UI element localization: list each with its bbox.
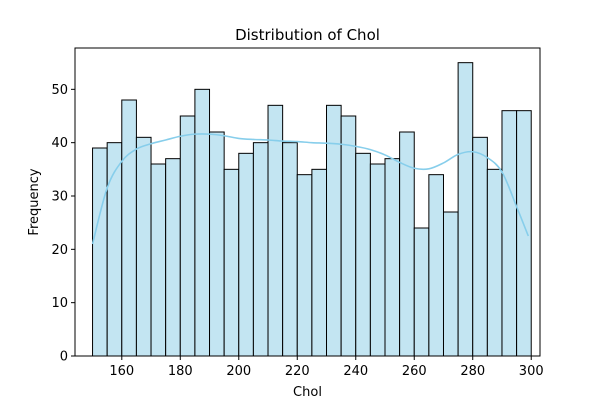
x-axis: 160 180 200 220 240 260 280 300	[109, 356, 544, 379]
x-tick-label: 180	[168, 364, 193, 379]
x-tick-label: 160	[109, 364, 134, 379]
histogram-bar	[369, 163, 386, 357]
plot-frame	[74, 47, 541, 357]
y-tick-label: 30	[51, 190, 68, 205]
histogram-bar	[92, 147, 108, 357]
y-tick-label: 40	[51, 136, 68, 151]
x-tick-label: 200	[226, 364, 251, 379]
x-tick-label: 300	[519, 364, 544, 379]
histogram-bar	[384, 158, 401, 357]
histogram-bar	[223, 168, 240, 357]
histogram-bar	[267, 104, 284, 357]
histogram-bar	[296, 174, 313, 357]
y-tick-label: 50	[51, 83, 68, 98]
histogram-bar	[442, 211, 459, 357]
histogram-bar	[165, 158, 181, 357]
histogram-bar	[121, 99, 137, 357]
histogram-bar	[252, 142, 269, 357]
y-axis-label: Frequency	[27, 168, 42, 235]
y-tick-label: 0	[60, 350, 68, 365]
histogram-bar	[238, 152, 254, 357]
histogram-bar	[472, 136, 488, 357]
histogram-bar	[457, 62, 474, 357]
histogram-bar	[501, 110, 518, 357]
y-axis: 0 10 20 30 40 50	[51, 83, 75, 365]
histogram-bar	[340, 115, 357, 357]
chart-title: Distribution of Chol	[235, 26, 380, 44]
histogram-bar	[428, 174, 444, 357]
y-tick-label: 20	[51, 243, 68, 258]
x-axis-label: Chol	[293, 385, 322, 400]
x-tick-label: 220	[285, 364, 310, 379]
histogram-bar	[194, 88, 211, 357]
histogram-bar	[282, 142, 298, 357]
histogram-bar	[413, 227, 430, 357]
histogram-bar	[209, 131, 225, 357]
x-tick-label: 260	[402, 364, 427, 379]
histogram-bar	[486, 168, 503, 357]
x-tick-label: 240	[343, 364, 368, 379]
histogram-bar	[150, 163, 167, 357]
y-tick-label: 10	[51, 296, 68, 311]
histogram-bar	[355, 152, 371, 357]
histogram-bar	[311, 168, 328, 357]
bars-group	[92, 62, 532, 357]
histogram-bar	[516, 110, 532, 357]
histogram-bar	[179, 115, 196, 357]
histogram-bar	[135, 136, 152, 357]
kde-line	[91, 133, 530, 245]
histogram-bar	[106, 142, 123, 357]
x-tick-label: 280	[460, 364, 485, 379]
